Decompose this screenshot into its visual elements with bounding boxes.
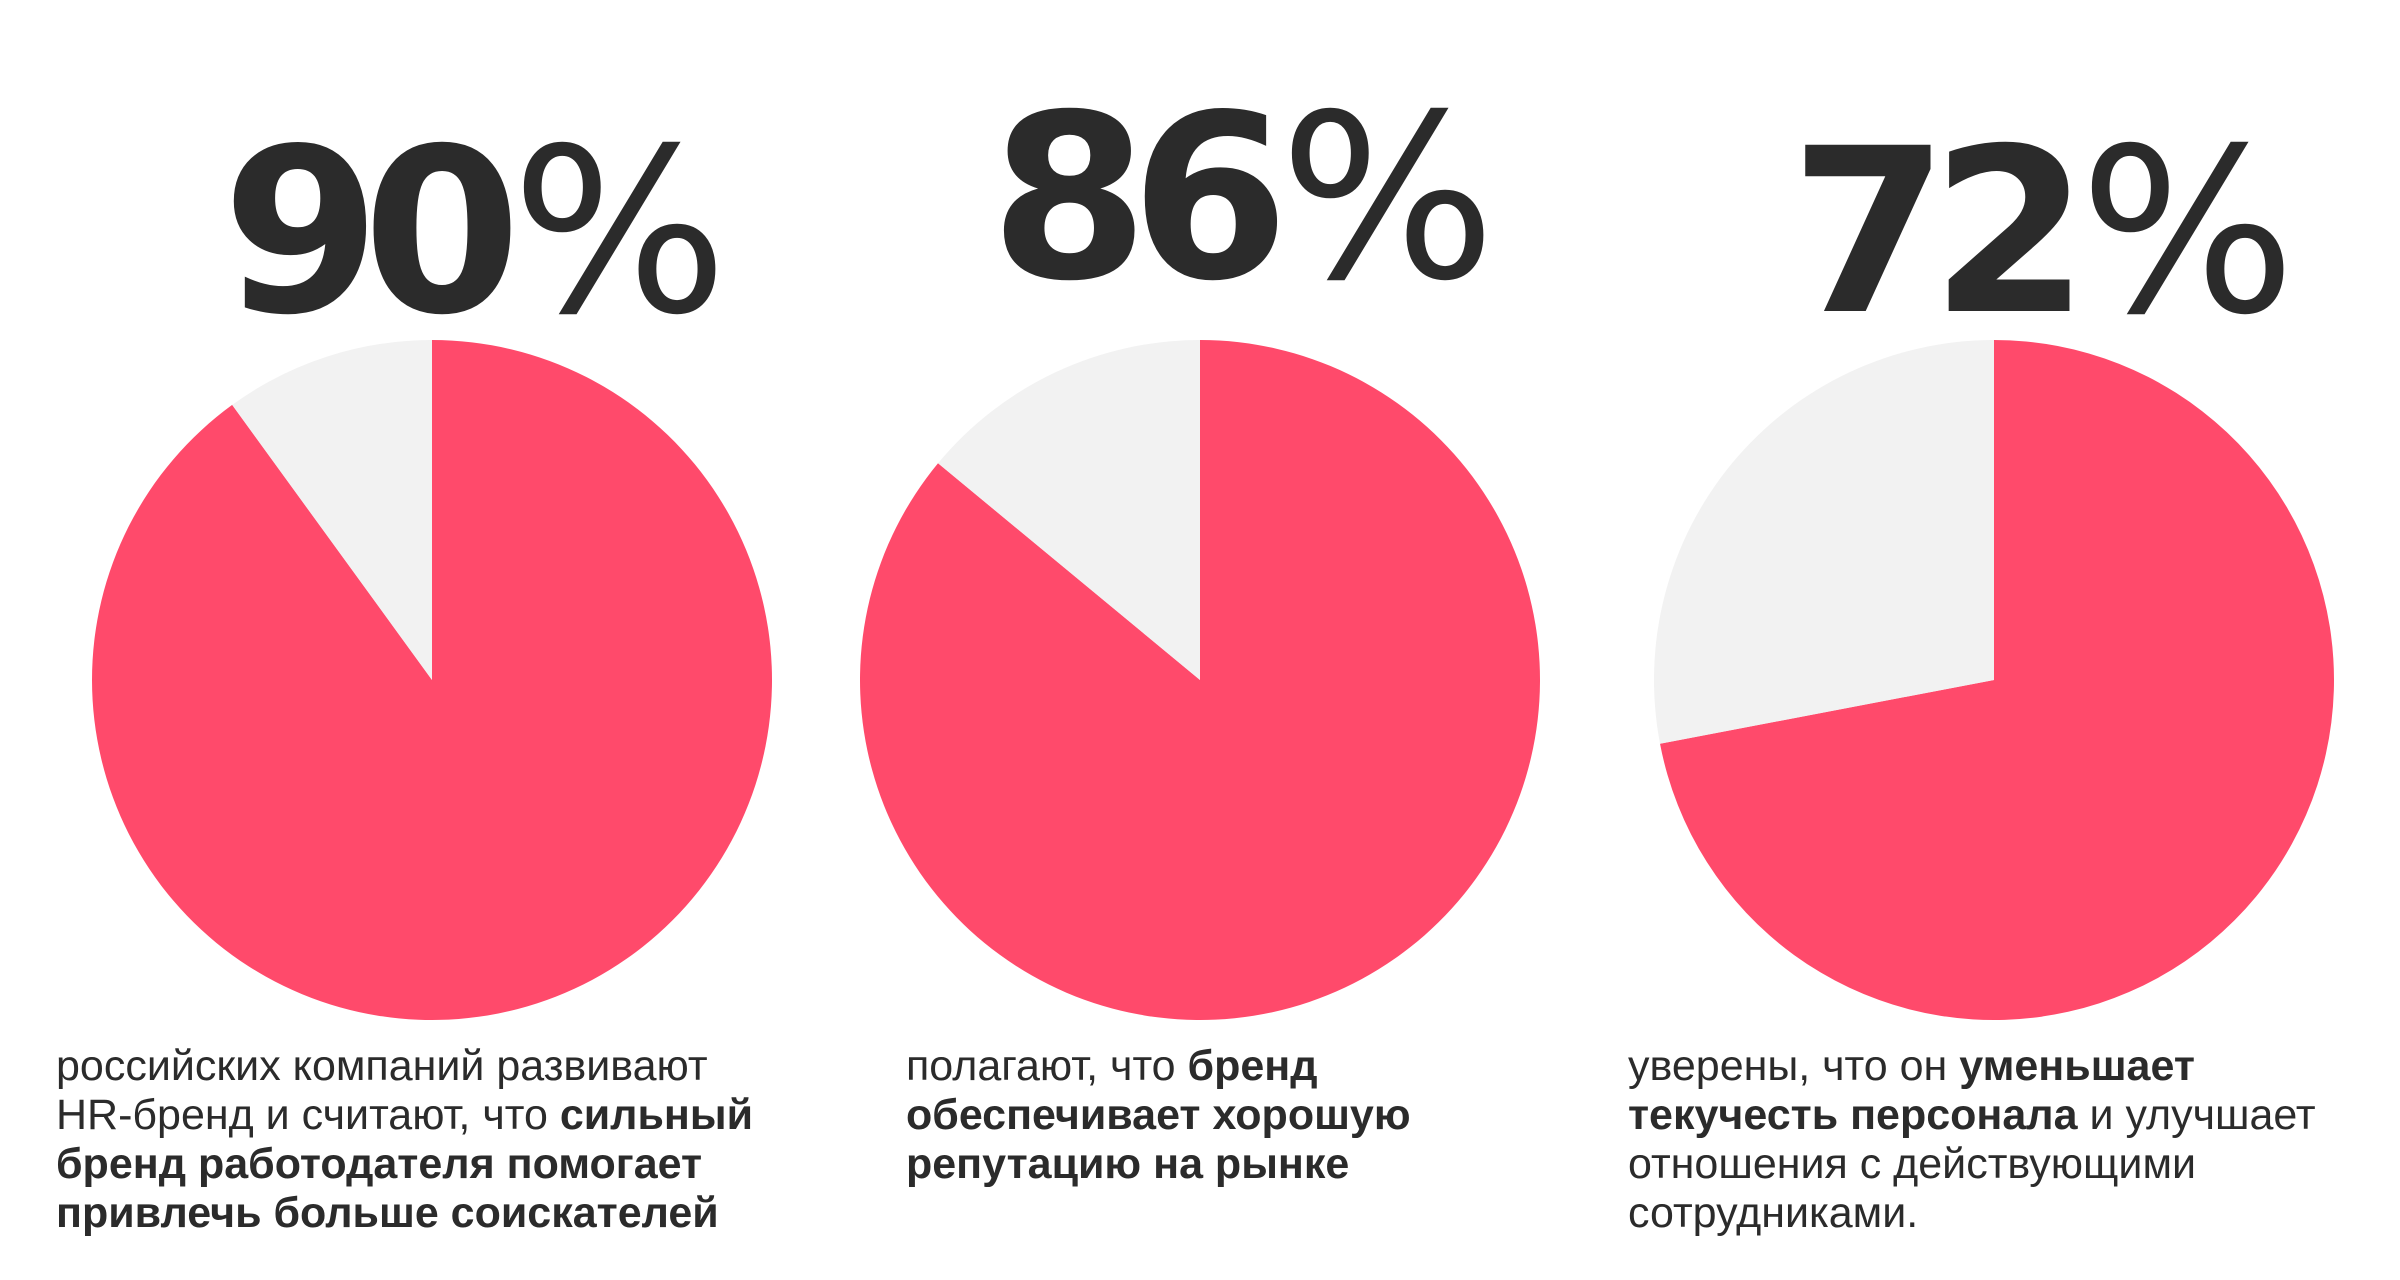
caption-2-part-1: полагают, что [906,1042,1188,1090]
caption-3-part-3: и улучшает отношения с действующими сотр… [1628,1091,2316,1237]
caption-2-part-2: бренд обеспечивает хорошую репутацию на … [906,1042,1411,1188]
pie-chart-2 [860,340,1540,1020]
stat-3-caption: уверены, что он уменьшает текучесть перс… [1628,1042,2368,1238]
stat-1-headline: 90% [222,118,728,346]
pie-1-slice-remainder [232,340,432,680]
stat-3-percent-sign: % [2079,99,2296,365]
stat-1-value: 90 [222,99,521,365]
stat-2-value: 86 [990,65,1289,331]
pie-chart-1 [92,340,772,1020]
pie-1-slice-main [92,340,772,1020]
stat-3-value: 72 [1790,99,2089,365]
pie-3-slice-remainder [1654,340,1994,744]
pie-3-slice-main [1660,340,2334,1020]
pie-2-slice-remainder [938,340,1200,680]
pie-chart-3 [1654,340,2334,1020]
caption-1-part-1: российских компаний развивают HR-бренд и… [56,1042,708,1139]
stat-2-caption: полагают, что бренд обеспечивает хорошую… [906,1042,1466,1189]
stat-2-percent-sign: % [1279,65,1496,331]
caption-1-part-2: сильный бренд работодателя помогает прив… [56,1091,754,1237]
caption-3-part-2: уменьшает текучесть персонала [1628,1042,2195,1139]
stat-block-1: 90% российских компаний развивают HR-бре… [0,0,772,1280]
stat-2-headline: 86% [990,84,1496,312]
stat-block-2: 86% полагают, что бренд обеспечивает хор… [0,0,1540,1280]
stat-block-3: 72% уверены, что он уменьшает текучесть … [0,0,2334,1280]
stat-1-percent-sign: % [511,99,728,365]
caption-3-part-1: уверены, что он [1628,1042,1960,1090]
stat-3-headline: 72% [1790,118,2296,346]
stat-1-caption: российских компаний развивают HR-бренд и… [56,1042,776,1238]
